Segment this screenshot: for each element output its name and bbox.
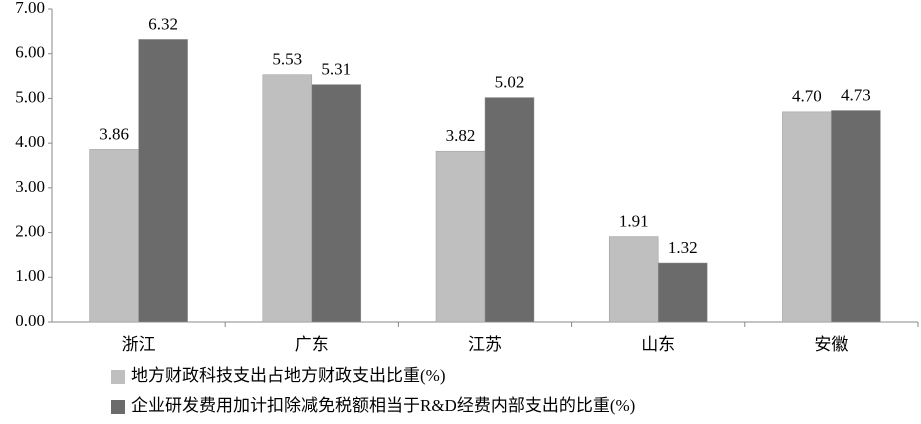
x-tick-label: 浙江 [122,335,156,354]
data-label: 5.53 [272,50,302,69]
y-tick-label: 3.00 [15,177,45,196]
data-label: 1.91 [619,212,649,231]
x-tick-label: 山东 [641,335,675,354]
y-tick-label: 7.00 [15,0,45,17]
data-label: 1.32 [668,238,698,257]
data-label: 5.02 [495,72,525,91]
data-label: 4.70 [792,87,822,106]
y-tick-label: 1.00 [15,266,45,285]
legend-label: 地方财政科技支出占地方财政支出比重(%) [131,366,445,385]
legend-swatch [111,400,125,414]
y-tick-label: 4.00 [15,132,45,151]
x-tick-label: 安徽 [814,335,848,354]
data-label: 5.31 [321,59,351,78]
data-label: 3.86 [99,124,129,143]
bar [831,110,881,323]
bar [782,111,832,323]
y-tick-label: 6.00 [15,43,45,62]
legend-label: 企业研发费用加计扣除减免税额相当于R&D经费内部支出的比重(%) [131,396,635,415]
data-label: 3.82 [446,126,476,145]
legend-swatch [111,370,125,384]
bar [138,39,188,323]
data-label: 6.32 [148,14,178,33]
bar [89,149,139,323]
x-tick-label: 江苏 [468,335,502,354]
bar [484,97,535,323]
bar [435,150,486,323]
bar [262,74,313,323]
y-tick-label: 2.00 [15,221,45,240]
bar [657,262,708,323]
y-tick-label: 0.00 [15,311,45,330]
y-tick-label: 5.00 [15,87,45,106]
bar [311,84,362,323]
x-tick-label: 广东 [295,335,329,354]
data-label: 4.73 [841,85,871,104]
bar [608,236,659,323]
